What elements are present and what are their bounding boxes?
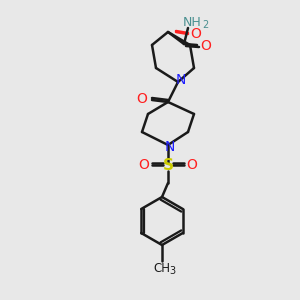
Text: O: O	[136, 92, 147, 106]
Text: S: S	[163, 158, 173, 172]
Text: 2: 2	[202, 20, 208, 30]
Text: O: O	[190, 27, 201, 41]
Text: N: N	[176, 73, 186, 87]
Text: CH: CH	[154, 262, 170, 275]
Text: O: O	[187, 158, 197, 172]
Text: O: O	[139, 158, 149, 172]
Text: O: O	[201, 39, 212, 53]
Text: N: N	[165, 140, 175, 154]
Text: NH: NH	[183, 16, 201, 28]
Text: 3: 3	[169, 266, 175, 276]
